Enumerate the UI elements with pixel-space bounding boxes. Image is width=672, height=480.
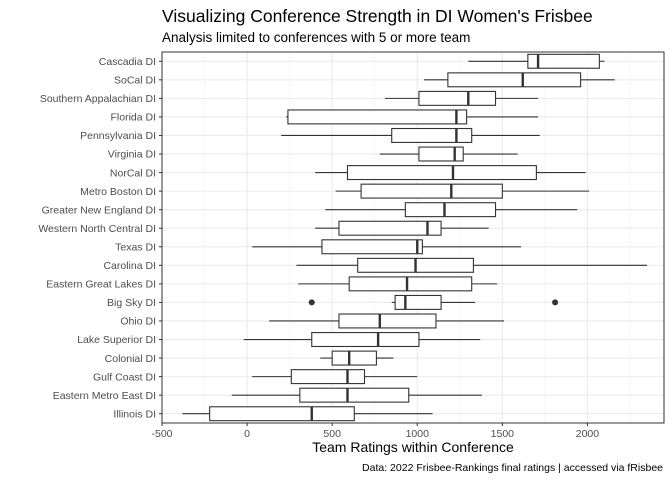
chart-subtitle: Analysis limited to conferences with 5 o… (162, 30, 470, 45)
x-tick-label: 1000 (406, 428, 430, 440)
box-group (252, 369, 418, 385)
box-group (286, 109, 539, 125)
box-group (243, 332, 481, 348)
box-group (182, 406, 433, 422)
box-group (269, 313, 505, 329)
y-tick-label: Virginia DI (108, 149, 156, 161)
box-iqr (360, 183, 503, 199)
box-group (320, 350, 394, 366)
box-group (308, 294, 559, 310)
x-tick-label: 500 (323, 428, 341, 440)
box-iqr (348, 276, 473, 292)
box-iqr (299, 387, 410, 403)
box-iqr (311, 332, 420, 348)
box-iqr (338, 220, 442, 236)
panel-border (161, 51, 665, 424)
box-group (252, 239, 522, 255)
box-iqr (418, 146, 464, 162)
x-tick-label: 2000 (576, 428, 600, 440)
box-iqr (287, 109, 468, 125)
box-iqr (527, 53, 600, 69)
y-tick-label: Cascadia DI (99, 56, 156, 68)
box-iqr (391, 127, 473, 143)
x-tick-label: -500 (151, 428, 172, 440)
box-group (325, 202, 578, 218)
box-group (335, 183, 590, 199)
y-tick-label: Gulf Coast DI (93, 371, 156, 383)
box-group (296, 257, 647, 273)
y-tick-label: Eastern Metro East DI (53, 390, 156, 402)
y-tick-label: Illinois DI (113, 408, 156, 420)
box-iqr (331, 350, 377, 366)
box-group (231, 387, 482, 403)
box-group (298, 276, 498, 292)
chart-caption: Data: 2022 Frisbee-Rankings final rating… (362, 462, 663, 474)
box-iqr (321, 239, 423, 255)
box-group (281, 127, 540, 143)
boxplot-layer (182, 53, 647, 422)
y-tick-label: Metro Boston DI (80, 186, 156, 198)
box-iqr (394, 294, 442, 310)
box-iqr (338, 313, 437, 329)
box-group (315, 165, 586, 181)
box-iqr (346, 165, 537, 181)
box-iqr (290, 369, 366, 385)
y-tick-label: Florida DI (110, 112, 156, 124)
outlier-point (552, 299, 559, 306)
y-tick-label: Big Sky DI (107, 297, 156, 309)
grid (161, 52, 664, 423)
y-tick-label: NorCal DI (110, 167, 156, 179)
box-iqr (447, 72, 582, 88)
box-group (468, 53, 605, 69)
y-tick-label: Lake Superior DI (77, 334, 156, 346)
y-axis: Cascadia DI SoCal DI Southern Appalachian … (38, 56, 162, 420)
y-tick-label: Southern Appalachian DI (40, 93, 156, 105)
outlier-point (308, 299, 315, 306)
y-tick-label: Pennsylvania DI (80, 130, 156, 142)
y-tick-label: SoCal DI (114, 75, 156, 87)
box-group (424, 72, 615, 88)
chart-title: Visualizing Conference Strength in DI Wo… (162, 6, 593, 26)
x-axis-title: Team Ratings within Conference (312, 439, 514, 455)
box-group (315, 220, 489, 236)
x-axis: -500 0 500 1000 1500 2000 (151, 423, 599, 440)
x-tick-label: 1500 (491, 428, 515, 440)
box-iqr (209, 406, 355, 422)
y-tick-label: Eastern Great Lakes DI (46, 279, 156, 291)
y-tick-label: Greater New England DI (42, 204, 156, 216)
x-tick-label: 0 (244, 428, 250, 440)
box-group (379, 146, 518, 162)
box-group (384, 90, 539, 106)
y-tick-label: Western North Central DI (38, 223, 156, 235)
box-iqr (404, 202, 497, 218)
y-tick-label: Ohio DI (120, 316, 156, 328)
y-tick-label: Texas DI (115, 241, 156, 253)
y-tick-label: Carolina DI (103, 260, 156, 272)
box-iqr (418, 90, 497, 106)
y-tick-label: Colonial DI (105, 353, 156, 365)
